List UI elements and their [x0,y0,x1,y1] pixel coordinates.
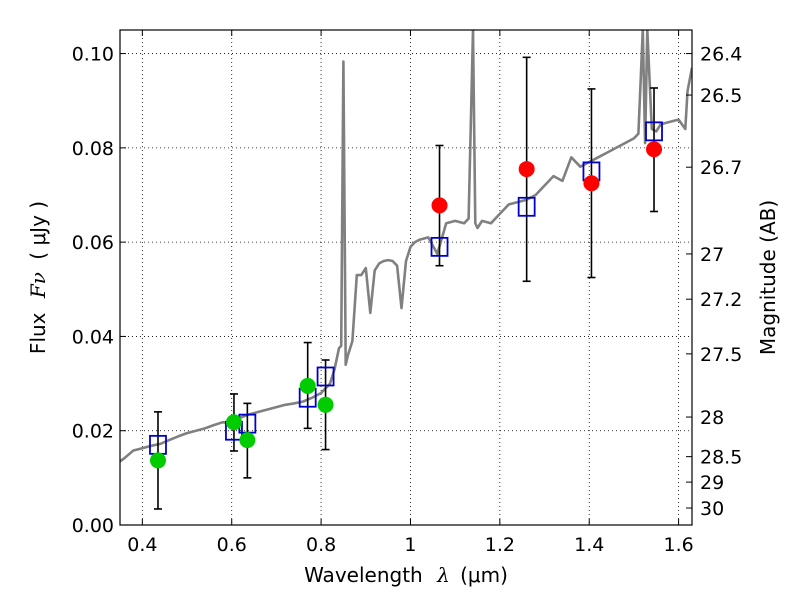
x-axis-label-symbol: λ [436,563,450,587]
y-tick-label: 0.00 [72,515,114,537]
right-tick-label: 28 [700,407,724,429]
red-measurement-point [431,197,448,214]
right-tick-label: 29 [700,472,724,494]
y-axis-label-unit: ( μJy ) [26,201,50,260]
y-tick-label: 0.04 [72,326,114,348]
right-tick-label: 26.5 [700,85,742,107]
right-tick-label: 28.5 [700,447,742,469]
plot-frame [119,29,693,526]
x-tick-label: 0.4 [127,534,157,556]
x-tick-label: 1.6 [663,534,693,556]
red-measurement-point [583,175,600,192]
red-measurement-point [518,161,535,178]
green-measurement-point [299,377,316,394]
right-axis-label: Magnitude (AB) [756,200,780,355]
y-axis-label: Flux Fν ( μJy ) [26,201,50,354]
model-square-point [316,366,335,387]
y-tick-label: 0.06 [72,232,114,254]
x-tick-label: 0.8 [306,534,336,556]
ticks: 0.4 0.6 0.8 1 1.2 1.4 1.6 0.00 0.02 0.04 0.06 0.08 0… [72,30,742,556]
x-axis-label-text: Wavelength [304,563,423,587]
green-measurement-point [239,432,256,449]
x-tick-label: 0.6 [217,534,247,556]
green-measurement-point [317,396,334,413]
right-tick-label: 26.4 [700,44,742,66]
right-tick-label: 27 [700,244,724,266]
x-tick-label: 1 [404,534,416,556]
right-tick-label: 27.2 [700,289,742,311]
green-measurement-point [149,452,166,469]
data-area [120,30,692,510]
x-axis-label: Wavelength λ (μm) [304,563,508,587]
green-measurement-point [225,414,242,431]
right-tick-label: 26.7 [700,157,742,179]
grid [120,30,692,526]
model-square-point [645,121,663,142]
y-tick-label: 0.10 [72,44,114,66]
y-tick-label: 0.08 [72,138,114,160]
y-axis-label-symbol: Fν [26,272,50,299]
y-axis-label-text: Flux [26,312,50,354]
model-square-point [517,196,536,217]
x-tick-label: 1.4 [574,534,604,556]
y-tick-label: 0.02 [72,421,114,443]
right-tick-label: 30 [700,498,724,520]
red-measurement-point [646,141,663,158]
right-tick-label: 27.5 [700,344,742,366]
model-square-point [430,236,449,257]
spectrum-line [120,30,692,463]
x-tick-label: 1.2 [485,534,515,556]
x-axis-label-unit: (μm) [460,563,508,587]
